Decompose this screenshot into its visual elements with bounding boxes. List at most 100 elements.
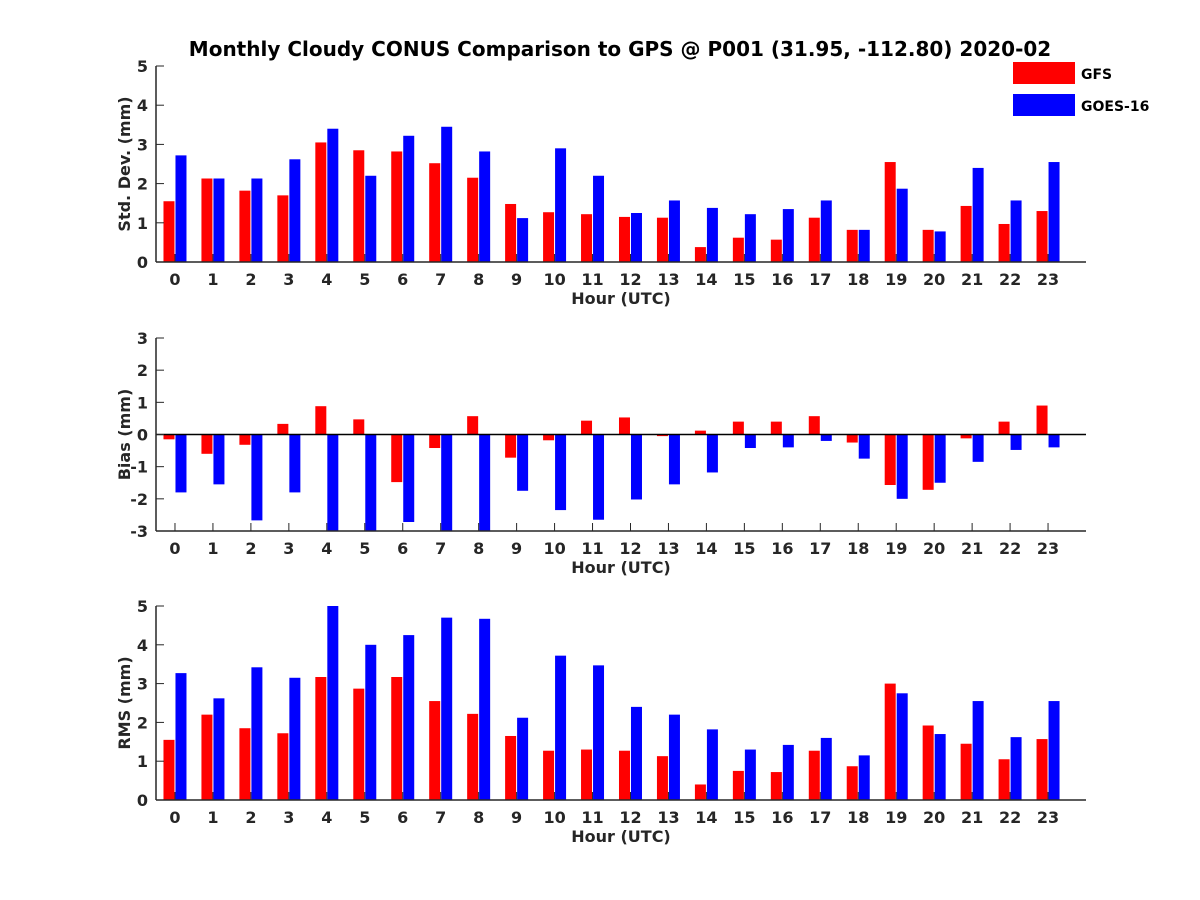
y-tick-label: 4 — [137, 636, 148, 655]
x-tick-label: 19 — [885, 539, 907, 558]
y-tick-label: 0 — [137, 253, 148, 272]
x-tick-label: 15 — [733, 539, 755, 558]
y-tick-label: -3 — [130, 522, 148, 541]
x-tick-label: 22 — [999, 539, 1021, 558]
bar-goes-16-hour-10 — [555, 434, 567, 511]
y-tick-label: 3 — [137, 675, 148, 694]
bar-goes-16-hour-0 — [175, 673, 187, 800]
bar-gfs-hour-13 — [656, 434, 668, 437]
bar-goes-16-hour-20 — [934, 231, 946, 262]
bar-goes-16-hour-7 — [441, 434, 453, 531]
x-tick-label: 5 — [359, 808, 370, 827]
x-tick-label: 6 — [397, 270, 408, 289]
bar-gfs-hour-14 — [694, 247, 706, 262]
bar-goes-16-hour-3 — [289, 677, 301, 800]
y-tick-label: 2 — [137, 361, 148, 380]
bar-gfs-hour-15 — [732, 237, 744, 262]
bar-goes-16-hour-22 — [1010, 434, 1022, 450]
bar-gfs-hour-22 — [998, 421, 1010, 435]
bar-gfs-hour-18 — [846, 766, 858, 800]
bar-gfs-hour-10 — [543, 750, 555, 800]
legend-swatch-gfs — [1013, 62, 1075, 84]
bar-gfs-hour-16 — [770, 421, 782, 435]
bar-goes-16-hour-13 — [668, 200, 680, 262]
y-tick-label: 3 — [137, 135, 148, 154]
x-tick-label: 9 — [511, 808, 522, 827]
x-tick-label: 17 — [809, 808, 831, 827]
bar-goes-16-hour-14 — [706, 434, 718, 473]
bar-goes-16-hour-2 — [251, 667, 263, 800]
bar-goes-16-hour-20 — [934, 734, 946, 800]
bar-goes-16-hour-21 — [972, 167, 984, 262]
x-tick-label: 23 — [1037, 270, 1059, 289]
bar-gfs-hour-14 — [694, 784, 706, 800]
x-tick-label: 16 — [771, 808, 793, 827]
bar-goes-16-hour-17 — [820, 200, 832, 262]
bar-goes-16-hour-5 — [365, 434, 377, 531]
bar-goes-16-hour-18 — [858, 755, 870, 800]
bar-gfs-hour-21 — [960, 434, 972, 439]
x-tick-label: 21 — [961, 539, 983, 558]
x-tick-label: 6 — [397, 808, 408, 827]
x-tick-label: 5 — [359, 539, 370, 558]
bar-goes-16-hour-12 — [630, 213, 642, 262]
bar-gfs-hour-11 — [581, 420, 593, 435]
bar-gfs-hour-5 — [353, 150, 365, 262]
bar-gfs-hour-8 — [467, 713, 479, 800]
bar-gfs-hour-5 — [353, 688, 365, 800]
bar-goes-16-hour-10 — [555, 148, 567, 262]
bar-goes-16-hour-15 — [744, 434, 756, 449]
y-tick-label: 1 — [137, 214, 148, 233]
y-tick-label: 2 — [137, 713, 148, 732]
bar-goes-16-hour-22 — [1010, 200, 1022, 262]
y-tick-label: 1 — [137, 752, 148, 771]
bar-gfs-hour-23 — [1036, 211, 1048, 262]
x-tick-label: 2 — [245, 808, 256, 827]
bar-goes-16-hour-7 — [441, 617, 453, 800]
bar-goes-16-hour-23 — [1048, 434, 1060, 448]
bar-gfs-hour-5 — [353, 419, 365, 435]
bar-gfs-hour-1 — [201, 434, 213, 454]
x-tick-label: 21 — [961, 270, 983, 289]
x-tick-label: 1 — [207, 539, 218, 558]
x-tick-label: 11 — [581, 808, 603, 827]
x-tick-label: 16 — [771, 270, 793, 289]
bar-gfs-hour-14 — [694, 430, 706, 435]
bar-goes-16-hour-9 — [517, 434, 529, 491]
bar-gfs-hour-13 — [656, 217, 668, 262]
x-tick-label: 23 — [1037, 539, 1059, 558]
bar-gfs-hour-7 — [429, 163, 441, 262]
bar-gfs-hour-9 — [505, 735, 517, 800]
bar-goes-16-hour-6 — [403, 635, 415, 800]
bar-gfs-hour-4 — [315, 677, 327, 800]
bar-goes-16-hour-13 — [668, 434, 680, 485]
x-tick-label: 4 — [321, 270, 332, 289]
x-tick-label: 10 — [543, 270, 565, 289]
y-tick-label: 2 — [137, 175, 148, 194]
y-tick-label: 0 — [137, 791, 148, 810]
bar-gfs-hour-16 — [770, 239, 782, 262]
x-tick-label: 2 — [245, 270, 256, 289]
bar-gfs-hour-12 — [618, 417, 630, 435]
y-tick-label: 1 — [137, 393, 148, 412]
x-tick-label: 16 — [771, 539, 793, 558]
x-tick-label: 11 — [581, 539, 603, 558]
bar-goes-16-hour-20 — [934, 434, 946, 483]
x-tick-label: 23 — [1037, 808, 1059, 827]
bar-goes-16-hour-15 — [744, 749, 756, 800]
x-tick-label: 22 — [999, 808, 1021, 827]
x-tick-label: 18 — [847, 808, 869, 827]
bar-goes-16-hour-14 — [706, 207, 718, 262]
chart-title: Monthly Cloudy CONUS Comparison to GPS @… — [189, 37, 1051, 61]
y-tick-label: 5 — [137, 57, 148, 76]
x-tick-label: 18 — [847, 270, 869, 289]
y-tick-label: 4 — [137, 96, 148, 115]
bar-gfs-hour-3 — [277, 195, 289, 262]
bar-goes-16-hour-16 — [782, 434, 794, 448]
x-tick-label: 14 — [695, 270, 717, 289]
bar-goes-16-hour-16 — [782, 744, 794, 800]
bar-gfs-hour-11 — [581, 214, 593, 262]
